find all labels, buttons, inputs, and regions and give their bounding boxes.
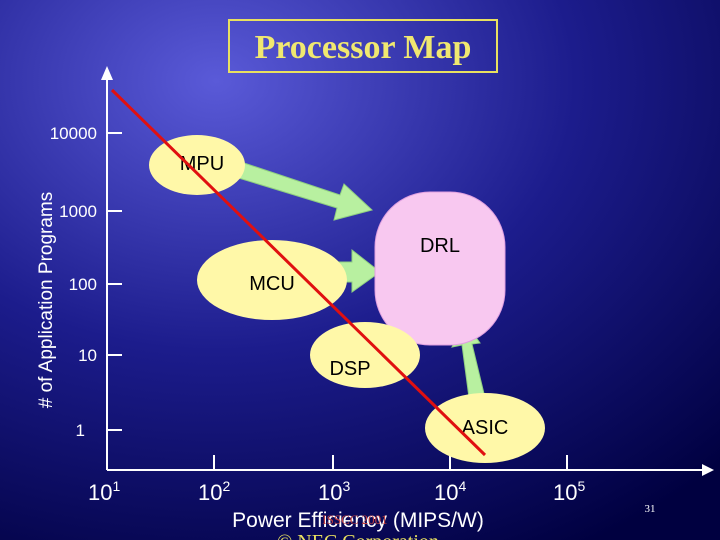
conference: ISSCC 2001 bbox=[322, 512, 387, 527]
trend-line bbox=[110, 88, 487, 457]
x-ticks: 101 102 103 104 105 bbox=[88, 478, 585, 505]
x-tick-label: 105 bbox=[553, 478, 585, 505]
y-tick-label: 10 bbox=[78, 346, 97, 365]
region-label: ASIC bbox=[462, 417, 509, 439]
region-label: DSP bbox=[329, 358, 370, 380]
y-tick-label: 100 bbox=[69, 275, 97, 294]
y-tick-label: 1 bbox=[76, 421, 85, 440]
title: Processor Map bbox=[255, 29, 472, 66]
region-label: MCU bbox=[249, 273, 295, 295]
page-number: 31 bbox=[645, 503, 656, 515]
x-tick-label: 101 bbox=[88, 478, 120, 505]
region-label: MPU bbox=[180, 153, 224, 175]
y-axis-label: # of Application Programs bbox=[36, 192, 57, 409]
y-tick-label: 10000 bbox=[50, 124, 97, 143]
x-axis-label: Power Efficiency (MIPS/W) bbox=[232, 509, 484, 532]
dsp-region bbox=[310, 322, 420, 388]
footer: © NEC Corporation bbox=[277, 531, 439, 540]
drl-region bbox=[374, 191, 506, 346]
x-tick-label: 102 bbox=[198, 478, 230, 505]
axes bbox=[106, 72, 708, 471]
y-tick-label: 1000 bbox=[59, 202, 97, 221]
mcu-region bbox=[197, 240, 347, 320]
title-box bbox=[228, 19, 498, 73]
x-tick-label: 104 bbox=[434, 478, 466, 505]
asic-region bbox=[425, 393, 545, 463]
region-label: DRL bbox=[420, 235, 460, 257]
x-tick-label: 103 bbox=[318, 478, 350, 505]
